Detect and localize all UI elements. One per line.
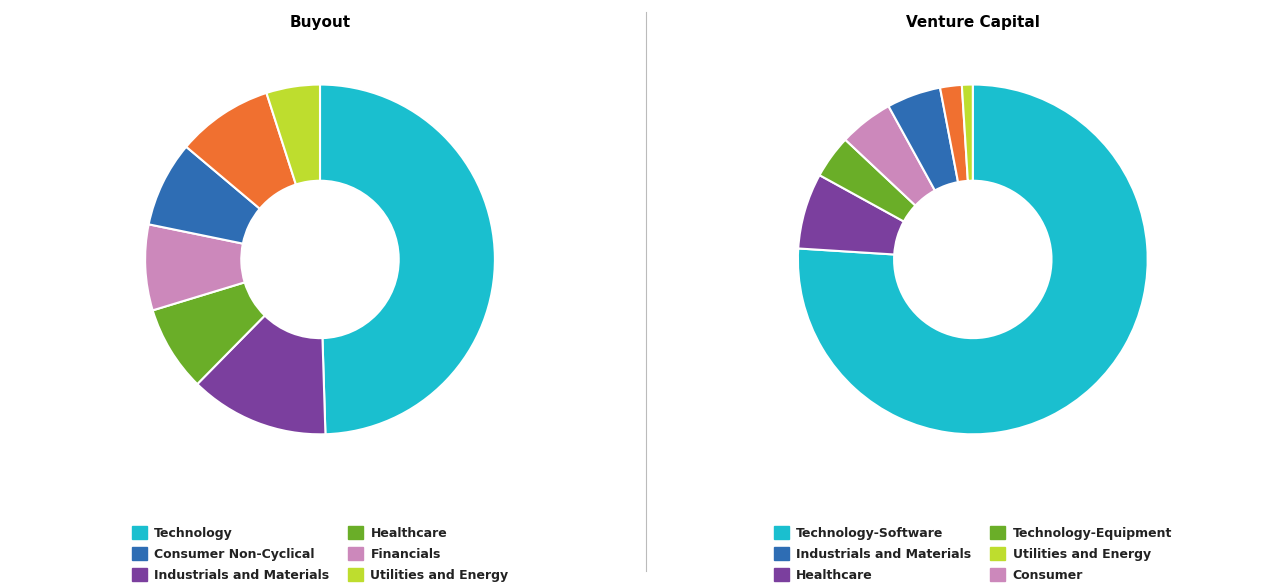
- Wedge shape: [266, 85, 320, 184]
- Wedge shape: [940, 85, 968, 182]
- Wedge shape: [845, 106, 934, 206]
- Legend: Technology-Software, Industrials and Materials, Healthcare, Telecommunications, : Technology-Software, Industrials and Mat…: [773, 526, 1172, 583]
- Wedge shape: [797, 85, 1148, 434]
- Wedge shape: [148, 147, 260, 244]
- Title: Buyout: Buyout: [289, 15, 351, 30]
- Wedge shape: [320, 85, 495, 434]
- Wedge shape: [145, 224, 244, 310]
- Wedge shape: [186, 93, 296, 209]
- Wedge shape: [197, 315, 325, 434]
- Title: Venture Capital: Venture Capital: [906, 15, 1039, 30]
- Wedge shape: [799, 175, 904, 255]
- Wedge shape: [819, 140, 915, 222]
- Wedge shape: [961, 85, 973, 181]
- Legend: Technology, Consumer Non-Cyclical, Industrials and Materials, Consumer Cyclical,: Technology, Consumer Non-Cyclical, Indus…: [132, 526, 508, 583]
- Wedge shape: [888, 87, 957, 191]
- Wedge shape: [152, 282, 265, 384]
